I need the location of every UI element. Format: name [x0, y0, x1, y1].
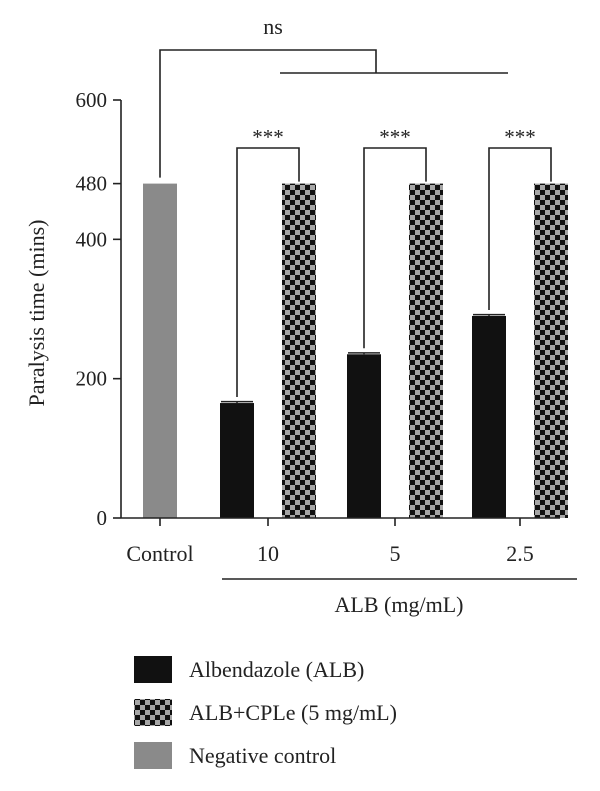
significance-bracket-3: [488, 147, 552, 310]
bar-cple-2: [409, 183, 443, 518]
ns-label: ns: [263, 14, 283, 39]
x-tick-label: Control: [126, 541, 193, 566]
y-tick-label: 200: [76, 367, 108, 391]
x-tick-label: 2.5: [506, 541, 534, 566]
legend-label: Negative control: [189, 743, 336, 768]
bar-alb-1: [220, 403, 254, 518]
bar-alb-2: [347, 354, 381, 518]
ns-bracket: [159, 49, 377, 178]
bar-neg-0: [143, 183, 177, 518]
legend-label: ALB+CPLe (5 mg/mL): [189, 700, 397, 725]
legend-swatch-neg: [134, 742, 172, 769]
bar-cple-3: [534, 183, 568, 518]
axes: 0 200 400 480 600 Paralysis time (mins) Contro…: [24, 88, 577, 617]
y-tick-label: 480: [76, 172, 108, 196]
legend: Albendazole (ALB) ALB+CPLe (5 mg/mL) Negat…: [134, 656, 397, 769]
significance-label: ***: [252, 125, 284, 149]
x-axis-title: ALB (mg/mL): [335, 592, 464, 617]
y-axis-title: Paralysis time (mins): [24, 220, 49, 407]
legend-swatch-cple: [134, 699, 172, 726]
y-tick-label: 400: [76, 227, 108, 251]
y-tick-label: 0: [97, 506, 108, 530]
significance-annotations: *** *** *** ns: [159, 14, 552, 398]
x-tick-label: 5: [390, 541, 401, 566]
significance-label: ***: [504, 125, 536, 149]
legend-label: Albendazole (ALB): [189, 657, 364, 682]
plot-area: [143, 183, 568, 518]
bar-alb-3: [472, 315, 506, 518]
x-tick-label: 10: [257, 541, 279, 566]
bar-cple-1: [282, 183, 316, 518]
significance-label: ***: [379, 125, 411, 149]
significance-bracket-1: [236, 147, 300, 398]
significance-bracket-2: [363, 147, 427, 349]
y-tick-label: 600: [76, 88, 108, 112]
legend-swatch-alb: [134, 656, 172, 683]
